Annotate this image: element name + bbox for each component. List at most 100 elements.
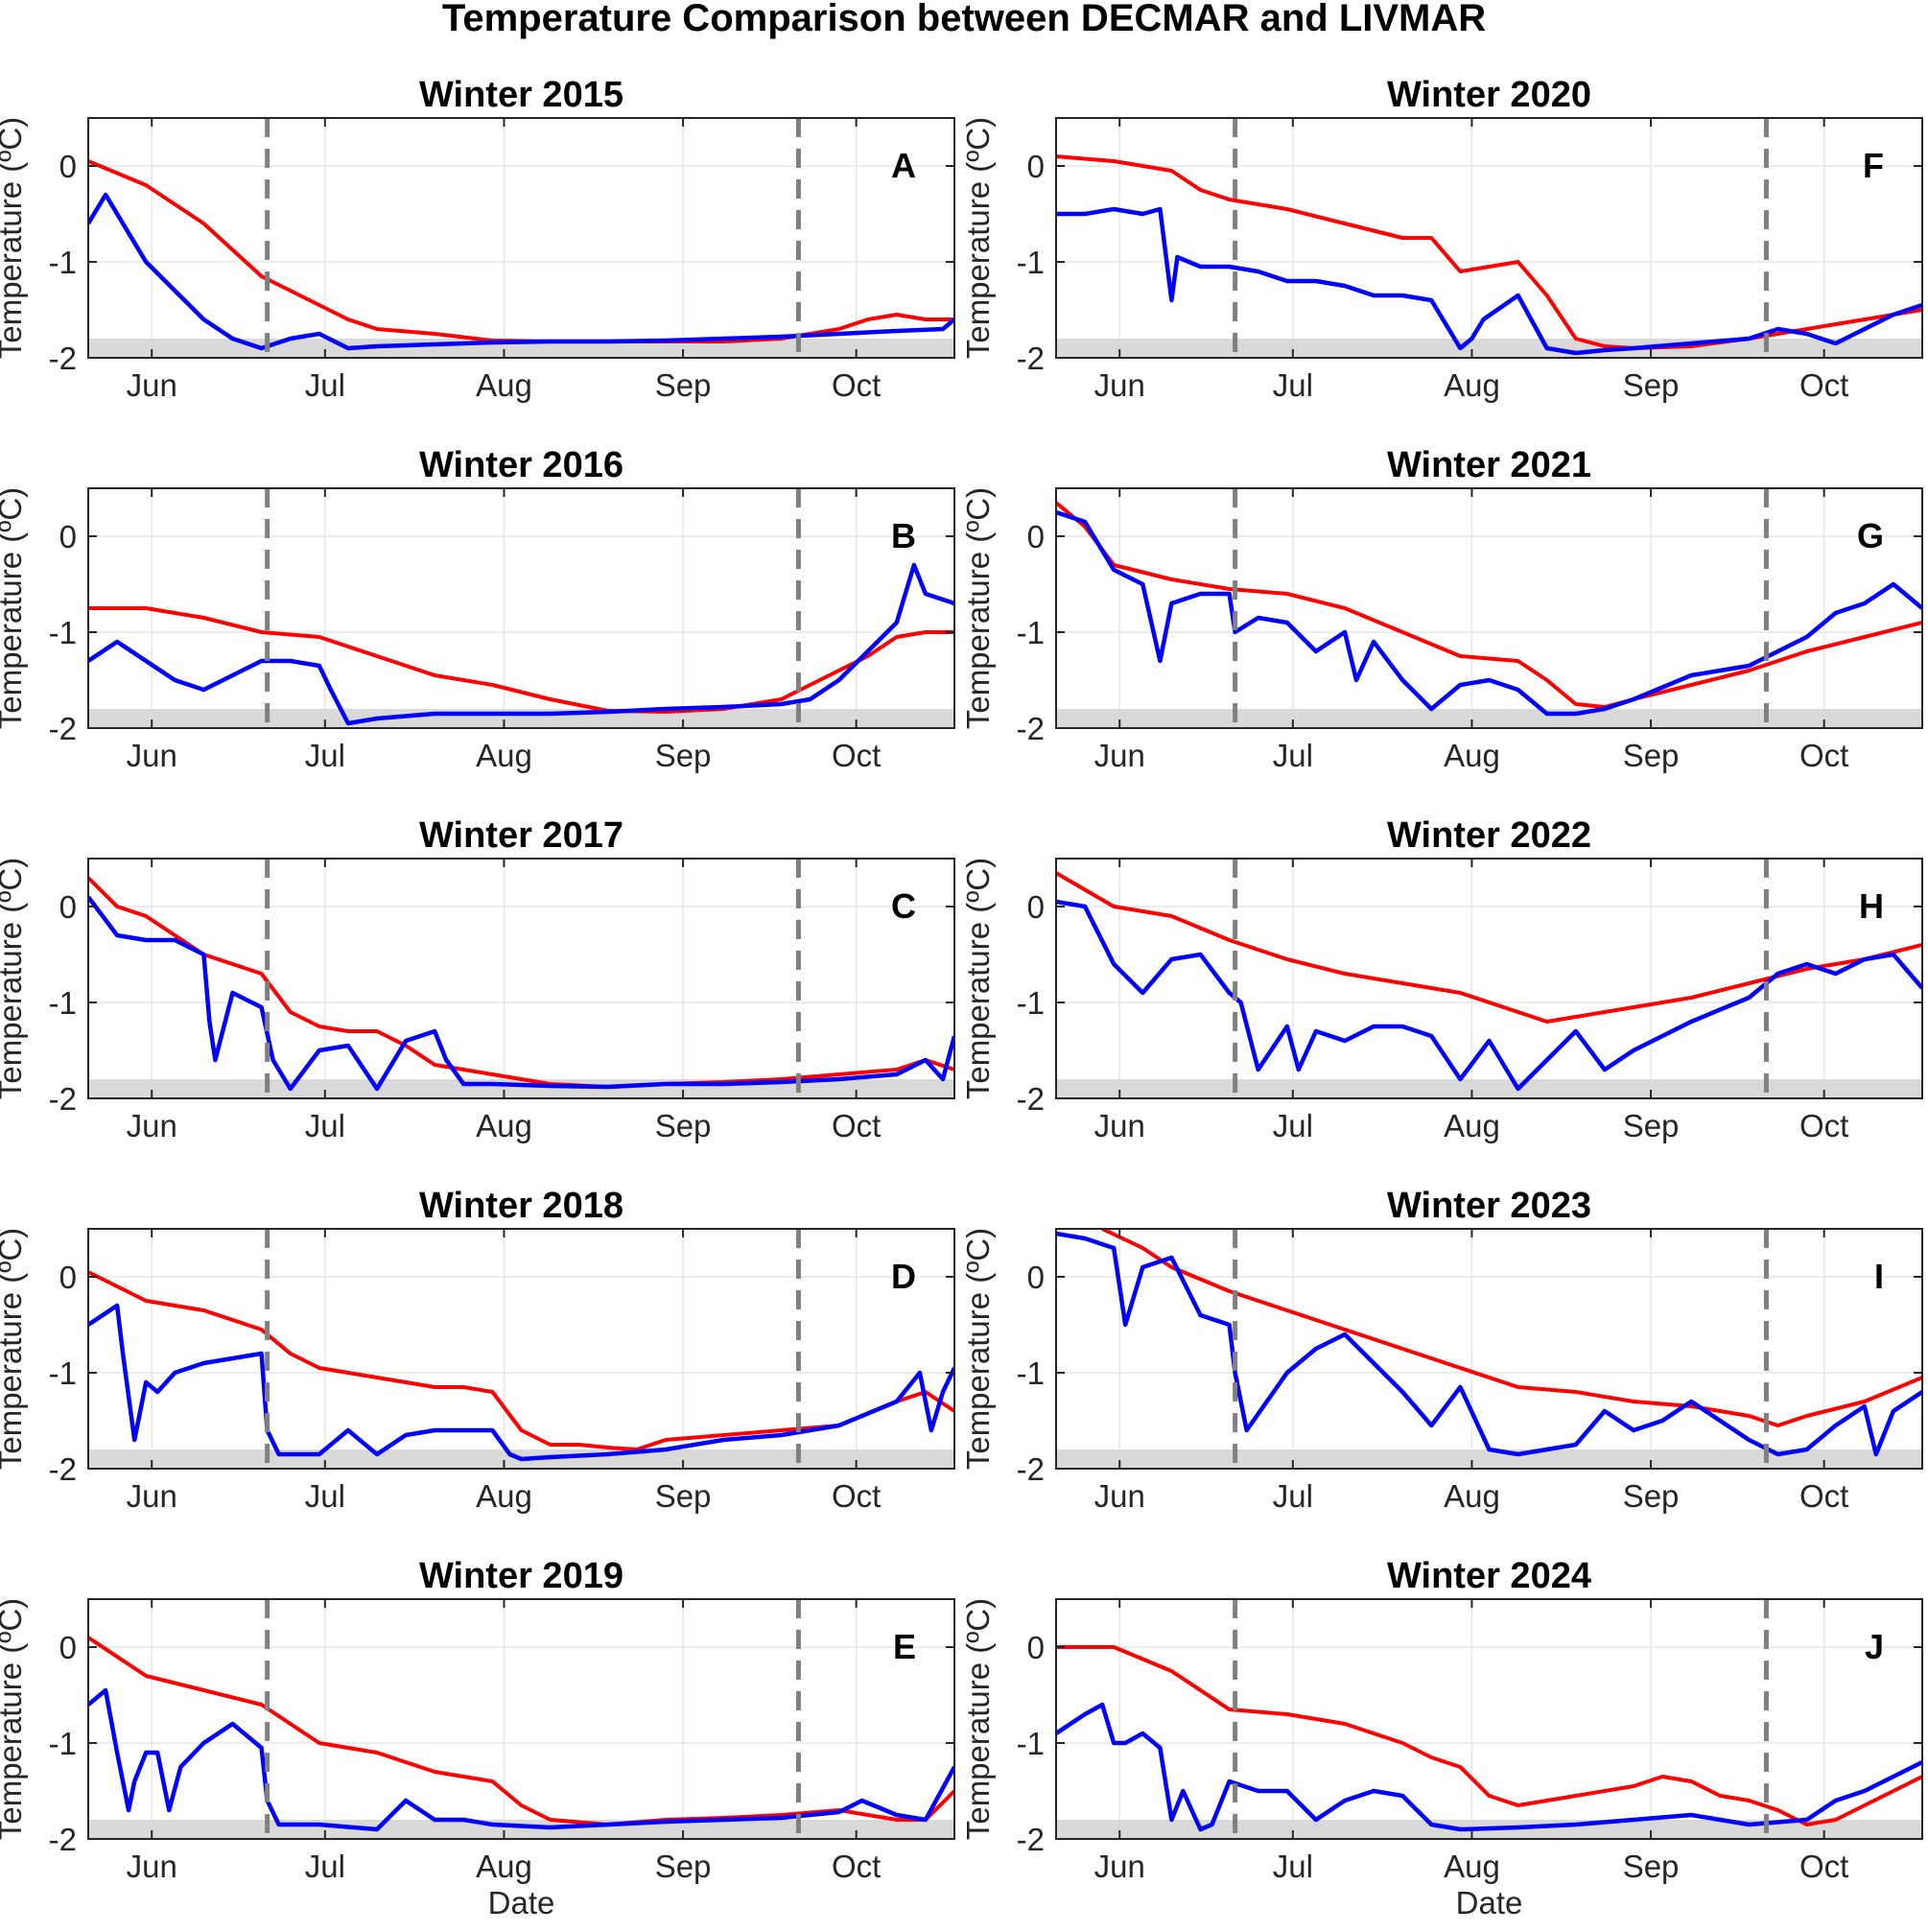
- y-axis-label: Temperature (ºC): [0, 858, 28, 1099]
- x-tick-label: Sep: [1623, 367, 1680, 403]
- x-tick-label: Oct: [1799, 738, 1848, 773]
- panel-H: Jun Jul Aug Sep Oct 0 -1 -2 Winter 2022 H Temperat…: [960, 815, 1923, 1143]
- panel-title: Winter 2016: [419, 445, 623, 485]
- x-tick-label: Oct: [1799, 367, 1848, 403]
- y-tick-label: -1: [1017, 985, 1045, 1021]
- x-tick-label: Oct: [832, 1478, 881, 1514]
- series-line-decmar: [1056, 501, 1922, 709]
- x-tick-label: Aug: [476, 738, 532, 773]
- y-tick-label: -1: [49, 615, 77, 650]
- y-tick-label: -1: [49, 1726, 77, 1761]
- series-line-livmar: [88, 192, 954, 351]
- y-axis-label: Temperature (ºC): [0, 1598, 28, 1840]
- series-line-decmar: [1056, 871, 1922, 1024]
- panel-title: Winter 2023: [1387, 1186, 1591, 1226]
- y-tick-label: 0: [59, 1630, 77, 1665]
- panel-title: Winter 2015: [419, 75, 623, 115]
- panel-D: Jun Jul Aug Sep Oct 0 -1 -2 Winter 2018 D Temperat…: [0, 1186, 955, 1514]
- plot-area: [88, 488, 954, 728]
- panels: Jun Jul Aug Sep Oct 0 -1 -2 Winter 2015 A Temperat…: [0, 75, 1923, 1920]
- y-axis-label: Temperature (ºC): [960, 487, 996, 729]
- y-tick-label: -2: [1017, 711, 1045, 746]
- freezing-band: [88, 339, 954, 358]
- panel-title: Winter 2021: [1387, 445, 1591, 485]
- x-tick-label: Jul: [1273, 1478, 1313, 1514]
- axes-box: [1055, 1228, 1923, 1470]
- y-tick-label: -1: [49, 1355, 77, 1391]
- series-line-livmar: [1056, 206, 1922, 356]
- x-tick-label: Jul: [305, 367, 345, 403]
- y-tick-label: -1: [49, 245, 77, 280]
- plot-area: [88, 859, 954, 1098]
- y-tick-label: -1: [49, 985, 77, 1021]
- plot-area: [1056, 118, 1922, 358]
- y-tick-label: -2: [49, 1451, 77, 1487]
- x-tick-label: Aug: [476, 1108, 532, 1143]
- x-tick-label: Aug: [476, 367, 532, 403]
- series-line-decmar: [1101, 1229, 1922, 1427]
- x-tick-label: Sep: [1623, 1849, 1680, 1884]
- y-axis-label: Temperature (ºC): [0, 117, 28, 359]
- x-tick-label: Jul: [305, 1108, 345, 1143]
- panel-B: Jun Jul Aug Sep Oct 0 -1 -2 Winter 2016 B Temperat…: [0, 445, 955, 773]
- x-tick-label: Jul: [305, 738, 345, 773]
- axes-box: [87, 858, 955, 1099]
- x-tick-label: Oct: [1799, 1108, 1848, 1143]
- x-axis-label: Date: [488, 1885, 555, 1920]
- x-tick-label: Jul: [305, 1478, 345, 1514]
- panel-letter: G: [1857, 516, 1884, 555]
- y-axis-label: Temperature (ºC): [960, 117, 996, 359]
- x-tick-label: Sep: [655, 1849, 712, 1884]
- x-tick-label: Jun: [127, 367, 177, 403]
- axes-box: [87, 117, 955, 359]
- series-line-livmar: [1056, 1702, 1922, 1832]
- y-tick-label: -2: [49, 341, 77, 376]
- freezing-band: [1056, 339, 1922, 358]
- freezing-band: [1056, 1079, 1922, 1098]
- panel-letter: A: [891, 146, 916, 185]
- y-tick-label: 0: [59, 1260, 77, 1295]
- freezing-band: [88, 709, 954, 728]
- y-tick-label: -2: [49, 711, 77, 746]
- x-tick-label: Aug: [1444, 367, 1500, 403]
- y-tick-label: -1: [1017, 1726, 1045, 1761]
- y-tick-label: -2: [1017, 341, 1045, 376]
- y-tick-label: -2: [1017, 1822, 1045, 1857]
- x-tick-label: Jul: [1273, 738, 1313, 773]
- panel-I: Jun Jul Aug Sep Oct 0 -1 -2 Winter 2023 I Temperat…: [960, 1186, 1923, 1514]
- x-tick-label: Jul: [1273, 1849, 1313, 1884]
- y-tick-label: -2: [1017, 1451, 1045, 1487]
- x-tick-label: Jun: [127, 1108, 177, 1143]
- x-tick-label: Sep: [1623, 738, 1680, 773]
- panel-letter: D: [891, 1257, 916, 1296]
- x-tick-label: Sep: [655, 367, 712, 403]
- x-tick-label: Jun: [127, 738, 177, 773]
- figure-title: Temperature Comparison between DECMAR an…: [442, 0, 1486, 39]
- panel-F: Jun Jul Aug Sep Oct 0 -1 -2 Winter 2020 F Temperat…: [960, 75, 1923, 403]
- x-tick-label: Jul: [305, 1849, 345, 1884]
- y-axis-label: Temperature (ºC): [960, 1598, 996, 1840]
- x-tick-label: Oct: [1799, 1849, 1848, 1884]
- y-tick-label: 0: [59, 149, 77, 184]
- series-line-decmar: [1056, 1645, 1922, 1826]
- x-tick-label: Jul: [1273, 1108, 1313, 1143]
- x-tick-label: Jun: [1094, 1108, 1145, 1143]
- panel-title: Winter 2022: [1387, 815, 1591, 856]
- panel-letter: F: [1863, 146, 1884, 185]
- axes-box: [1055, 487, 1923, 729]
- series-line-livmar: [1056, 509, 1922, 717]
- panel-letter: E: [893, 1627, 916, 1666]
- x-tick-label: Oct: [832, 367, 881, 403]
- y-tick-label: -1: [1017, 615, 1045, 650]
- y-tick-label: -2: [49, 1081, 77, 1117]
- y-axis-label: Temperature (ºC): [960, 1228, 996, 1470]
- y-tick-label: -2: [1017, 1081, 1045, 1117]
- axes-box: [1055, 1598, 1923, 1840]
- panel-A: Jun Jul Aug Sep Oct 0 -1 -2 Winter 2015 A Temperat…: [0, 75, 955, 403]
- x-tick-label: Jun: [127, 1849, 177, 1884]
- y-tick-label: -2: [49, 1822, 77, 1857]
- axes-box: [1055, 117, 1923, 359]
- y-axis-label: Temperature (ºC): [0, 487, 28, 729]
- x-tick-label: Sep: [1623, 1478, 1680, 1514]
